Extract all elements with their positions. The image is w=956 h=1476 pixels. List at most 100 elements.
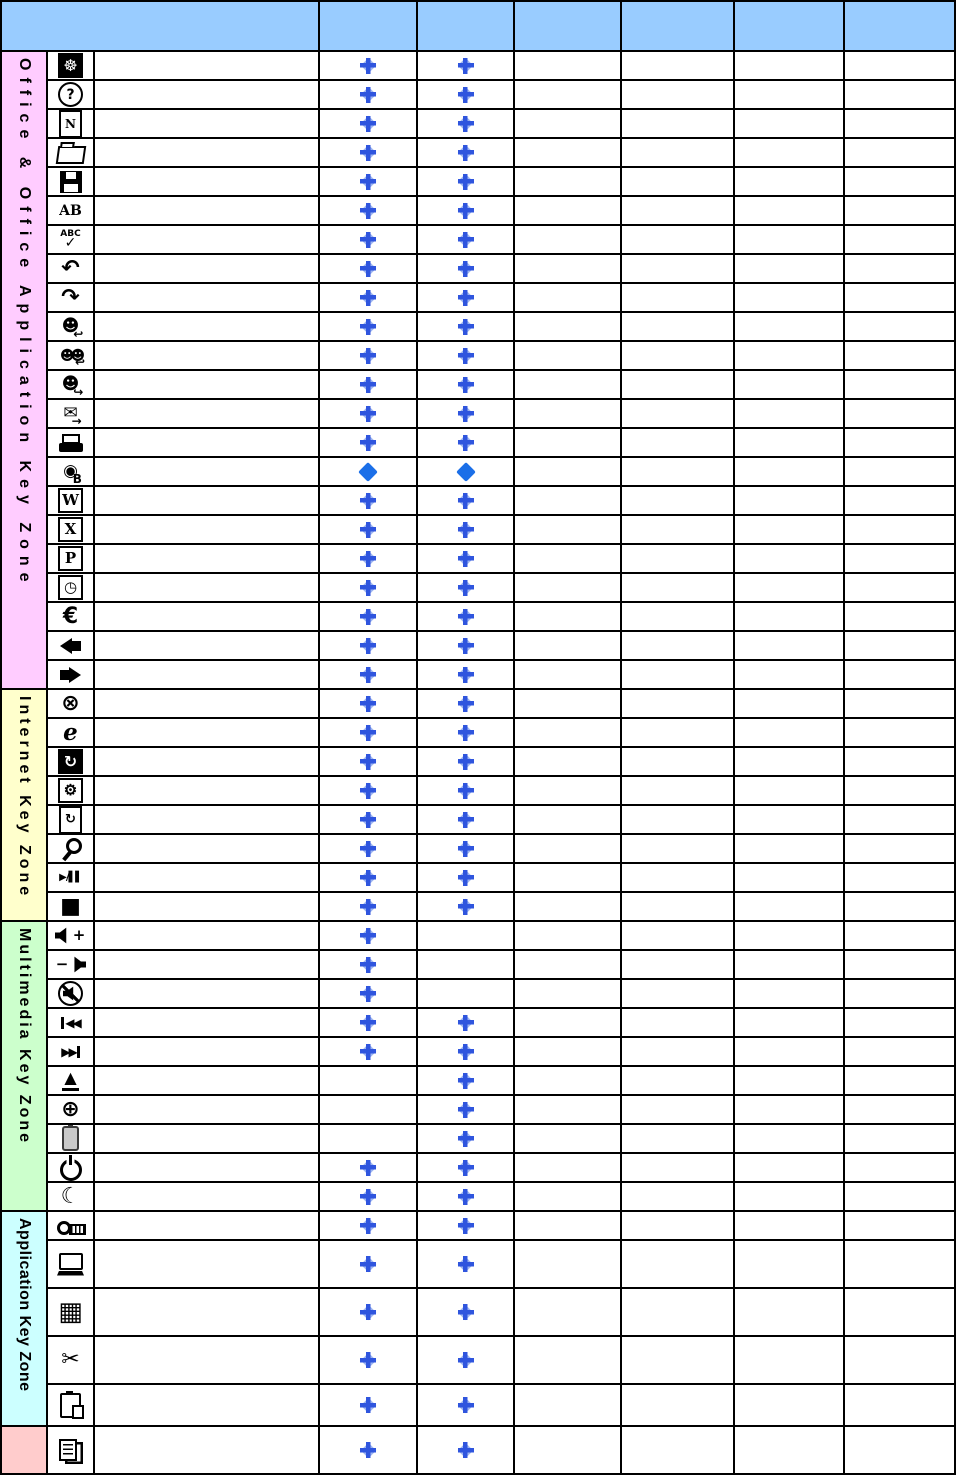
key-assignment-marker xyxy=(457,289,474,306)
volume-down-icon: − xyxy=(55,956,87,973)
icon-glyph: AB xyxy=(59,202,82,219)
key-assignment-cell xyxy=(735,458,843,485)
key-assignment-cell xyxy=(418,1154,513,1181)
key-assignment-cell xyxy=(622,52,733,79)
key-assignment-marker xyxy=(457,202,474,219)
key-assignment-cell xyxy=(320,1009,416,1036)
key-assignment-cell xyxy=(622,255,733,282)
icon-cell: ◉ B xyxy=(48,458,93,485)
icon-glyph: ▶/▌▌ xyxy=(59,871,83,883)
icon-cell: ↻ xyxy=(48,806,93,833)
volume-up-icon: + xyxy=(55,927,87,944)
eject-icon: ▲ xyxy=(62,1069,79,1092)
key-assignment-cell xyxy=(418,168,513,195)
forward-arrow-icon xyxy=(60,667,81,683)
key-assignment-cell xyxy=(845,574,954,601)
key-name-cell xyxy=(95,342,318,369)
key-assignment-cell xyxy=(845,1241,954,1287)
key-assignment-cell xyxy=(320,574,416,601)
key-assignment-cell xyxy=(845,487,954,514)
key-assignment-cell xyxy=(515,777,620,804)
key-assignment-cell xyxy=(515,1289,620,1335)
key-assignment-cell xyxy=(735,110,843,137)
key-assignment-marker xyxy=(457,898,474,915)
next-track-icon: ▶▶ xyxy=(61,1045,80,1058)
icon-cell xyxy=(48,1385,93,1425)
key-assignment-marker xyxy=(457,115,474,132)
key-assignment-cell xyxy=(515,52,620,79)
key-assignment-cell xyxy=(515,661,620,688)
key-assignment-cell xyxy=(845,951,954,978)
key-assignment-cell xyxy=(418,1289,513,1335)
key-name-cell xyxy=(95,603,318,630)
key-assignment-marker xyxy=(360,637,376,654)
key-assignment-cell xyxy=(845,777,954,804)
icon-cell: ☻☻ ↩ xyxy=(48,342,93,369)
key-assignment-cell xyxy=(418,516,513,543)
icon-glyph: ☻ xyxy=(61,316,80,336)
key-assignment-cell xyxy=(845,1212,954,1239)
key-assignment-cell xyxy=(515,690,620,717)
icon-cell: − xyxy=(48,951,93,978)
key-assignment-cell xyxy=(320,110,416,137)
key-assignment-marker xyxy=(457,376,474,393)
key-assignment-marker xyxy=(457,1043,474,1060)
forward-mail-icon: ☻ ↪ xyxy=(62,376,84,399)
powerpoint-icon: P xyxy=(58,546,83,571)
key-assignment-cell xyxy=(845,371,954,398)
key-assignment-marker xyxy=(457,550,474,567)
key-assignment-marker xyxy=(457,1217,474,1234)
key-assignment-marker xyxy=(457,405,474,422)
key-name-cell xyxy=(95,1067,318,1094)
key-assignment-marker xyxy=(457,695,474,712)
icon-corner-glyph: → xyxy=(71,414,82,427)
key-assignment-marker xyxy=(457,434,474,451)
key-assignment-cell xyxy=(320,1125,416,1152)
back-arrow-icon xyxy=(60,638,81,654)
key-name-cell xyxy=(95,313,318,340)
key-assignment-cell xyxy=(735,661,843,688)
key-assignment-cell xyxy=(320,748,416,775)
icon-cell: ? xyxy=(48,81,93,108)
key-name-cell xyxy=(95,1241,318,1287)
zone-band-office: Office & Office Application Key Zone xyxy=(2,52,46,688)
key-assignment-cell xyxy=(320,52,416,79)
key-assignment-marker xyxy=(360,666,376,683)
key-assignment-cell xyxy=(845,603,954,630)
zone-label: Multimedia Key Zone xyxy=(16,928,33,1146)
key-assignment-cell xyxy=(735,574,843,601)
key-assignment-cell xyxy=(845,197,954,224)
key-assignment-cell xyxy=(320,951,416,978)
key-assignment-cell xyxy=(622,429,733,456)
key-assignment-cell xyxy=(418,806,513,833)
key-assignment-cell xyxy=(515,1385,620,1425)
table-header-cell xyxy=(622,2,733,50)
key-assignment-cell xyxy=(320,1212,416,1239)
key-assignment-cell xyxy=(515,284,620,311)
key-assignment-cell xyxy=(418,1009,513,1036)
key-assignment-cell xyxy=(418,197,513,224)
key-assignment-cell xyxy=(418,458,513,485)
key-assignment-marker xyxy=(457,347,474,364)
key-assignment-marker xyxy=(457,1442,474,1458)
key-lock-icon xyxy=(57,1217,86,1235)
icon-glyph: ↷ xyxy=(61,284,80,310)
key-assignment-cell xyxy=(515,1241,620,1287)
play-pause-icon: ▶/▌▌ xyxy=(59,871,83,883)
key-assignment-cell xyxy=(845,719,954,746)
key-assignment-cell xyxy=(320,603,416,630)
key-assignment-cell xyxy=(735,545,843,572)
key-assignment-cell xyxy=(418,1096,513,1123)
key-assignment-cell xyxy=(735,1067,843,1094)
icon-cell xyxy=(48,1427,93,1473)
key-assignment-cell xyxy=(320,719,416,746)
key-assignment-marker xyxy=(360,695,376,712)
key-name-cell xyxy=(95,661,318,688)
key-assignment-marker xyxy=(360,86,376,103)
key-assignment-marker xyxy=(360,811,376,828)
internet-explorer-icon: e xyxy=(63,721,78,744)
key-name-cell xyxy=(95,980,318,1007)
key-assignment-cell xyxy=(845,1427,954,1473)
key-assignment-cell xyxy=(320,922,416,949)
icon-glyph: ◀◀ xyxy=(65,1015,82,1030)
